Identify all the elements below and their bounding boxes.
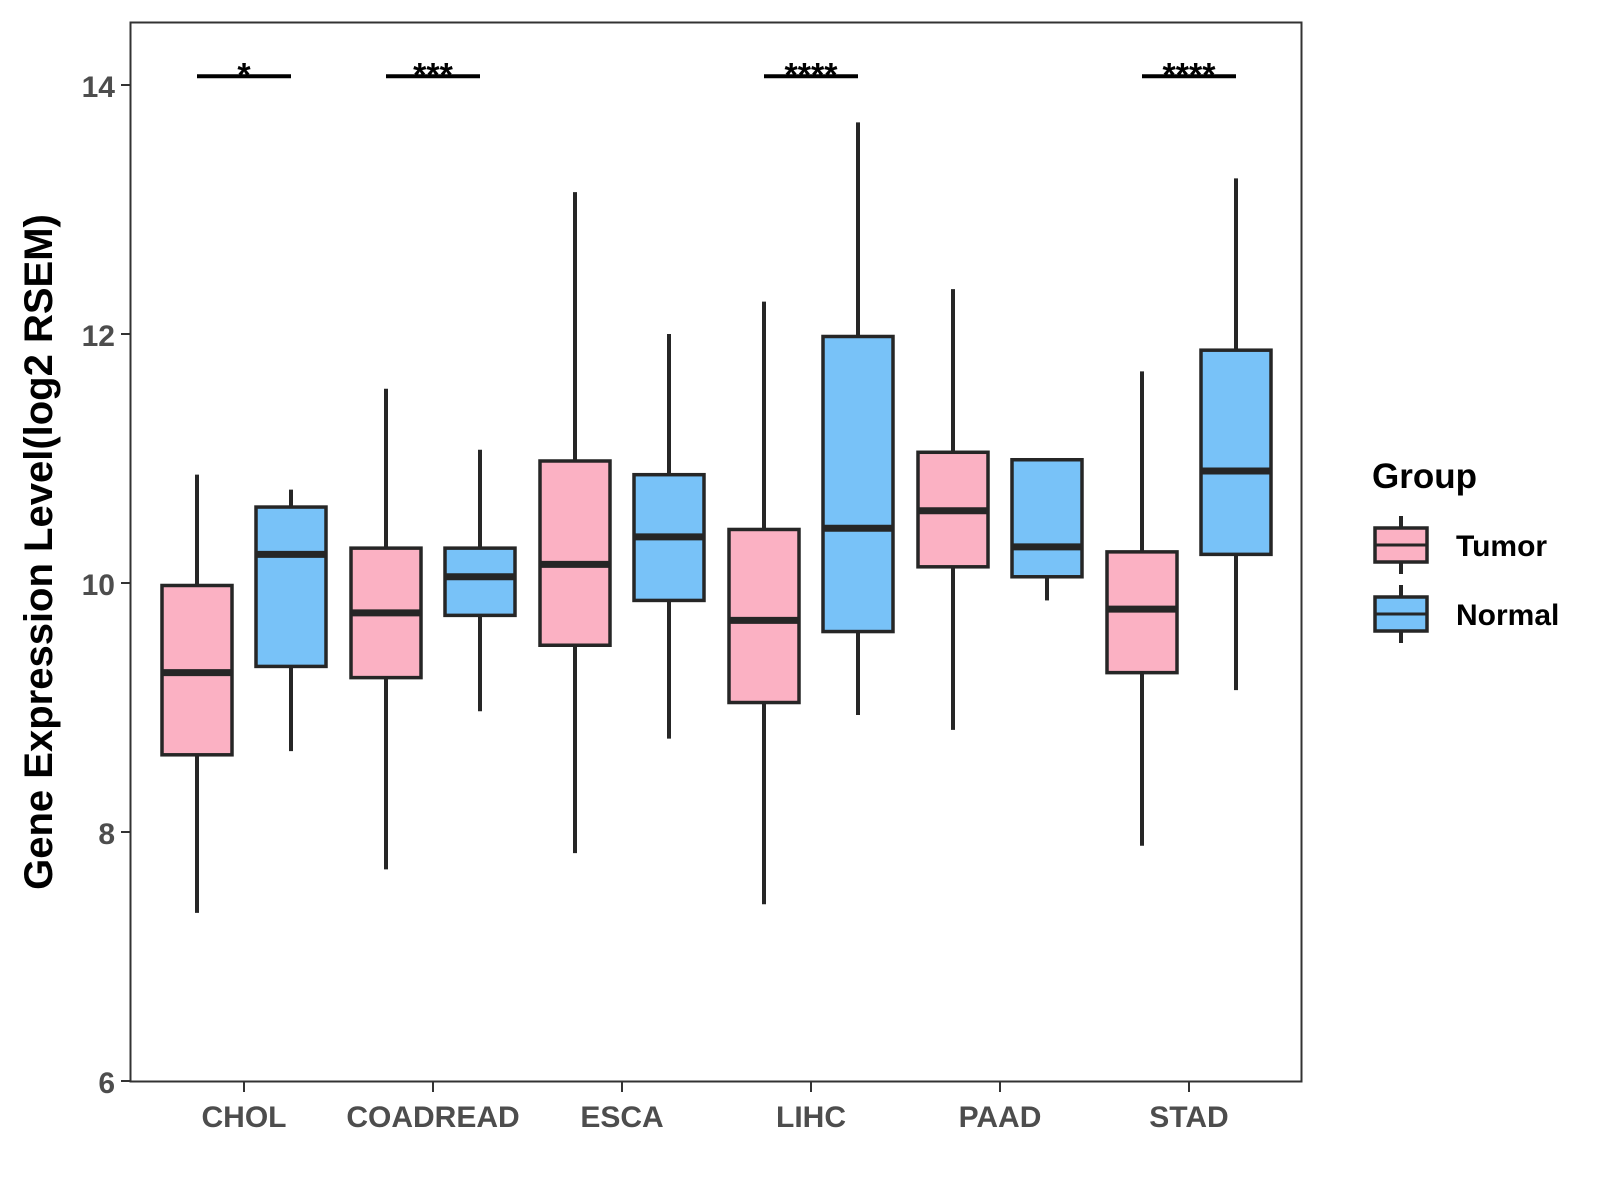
y-tick-label: 6 bbox=[98, 1067, 115, 1100]
significance-label: *** bbox=[413, 56, 453, 94]
box-layer bbox=[160, 122, 1273, 913]
significance-label: * bbox=[237, 56, 251, 94]
box-iqr bbox=[821, 334, 895, 634]
x-tick-label: LIHC bbox=[776, 1101, 846, 1134]
box-normal bbox=[1199, 178, 1273, 691]
legend-title: Group bbox=[1372, 457, 1477, 496]
y-tick-label: 10 bbox=[82, 569, 115, 602]
legend-item-tumor: Tumor bbox=[1373, 516, 1547, 574]
box-iqr bbox=[254, 505, 328, 669]
y-tick-label: 12 bbox=[82, 320, 115, 353]
box-normal bbox=[1010, 457, 1084, 601]
y-axis: 6 8 10 12 14 bbox=[82, 71, 131, 1100]
box-iqr bbox=[1199, 348, 1273, 557]
significance-label: **** bbox=[1163, 56, 1217, 94]
box-tumor bbox=[160, 474, 234, 913]
box-tumor bbox=[1105, 371, 1179, 846]
legend-label: Normal bbox=[1456, 599, 1559, 632]
box-tumor bbox=[538, 192, 612, 854]
y-axis-title: Gene Expression Level(log2 RSEM) bbox=[17, 214, 61, 890]
legend: Group Tumor Normal bbox=[1372, 457, 1559, 643]
x-tick-label: COADREAD bbox=[346, 1101, 519, 1134]
box-normal bbox=[821, 122, 895, 715]
box-normal bbox=[443, 449, 517, 712]
box-tumor bbox=[916, 289, 990, 730]
legend-label: Tumor bbox=[1456, 530, 1547, 563]
legend-item-normal: Normal bbox=[1373, 585, 1559, 643]
x-tick-label: PAAD bbox=[959, 1101, 1042, 1134]
y-tick-label: 8 bbox=[98, 818, 115, 851]
x-axis: CHOL COADREAD ESCA LIHC PAAD STAD bbox=[202, 1081, 1229, 1134]
box-iqr bbox=[538, 459, 612, 647]
x-tick-label: STAD bbox=[1149, 1101, 1228, 1134]
box-iqr bbox=[443, 546, 517, 618]
x-tick-label: ESCA bbox=[580, 1101, 663, 1134]
box-iqr bbox=[727, 527, 801, 705]
box-normal bbox=[254, 489, 328, 752]
y-tick-label: 14 bbox=[82, 71, 116, 104]
significance-label: **** bbox=[785, 56, 839, 94]
x-tick-label: CHOL bbox=[202, 1101, 287, 1134]
significance-layer: * *** **** **** bbox=[197, 56, 1236, 94]
box-iqr bbox=[1010, 457, 1084, 579]
box-tumor bbox=[349, 388, 423, 870]
box-normal bbox=[632, 334, 706, 739]
box-tumor bbox=[727, 301, 801, 905]
